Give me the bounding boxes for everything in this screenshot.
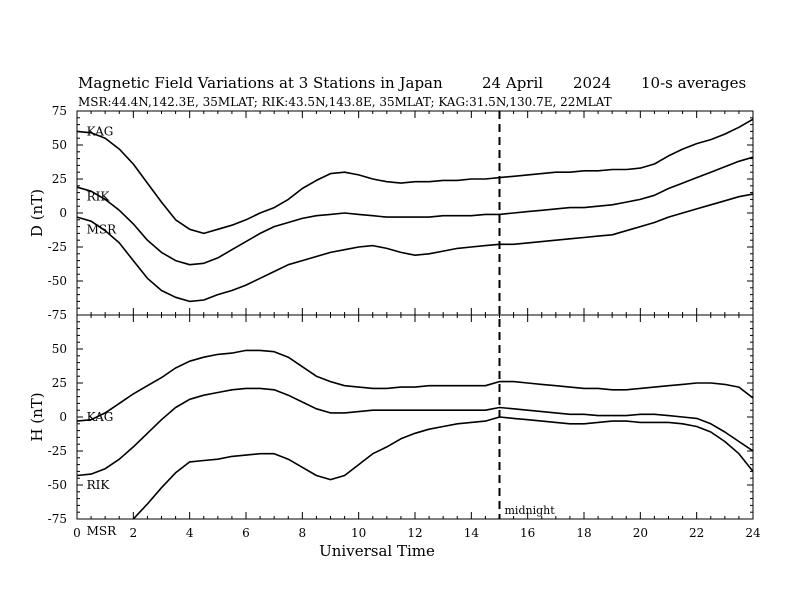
panel-d-frame bbox=[76, 110, 754, 316]
x-tick-label: 22 bbox=[689, 526, 704, 540]
series-line-rik bbox=[77, 156, 753, 266]
series-label-rik: RIK bbox=[87, 478, 111, 492]
series-label-kag: KAG bbox=[87, 124, 114, 138]
series-line-kag bbox=[77, 118, 753, 235]
y-tick-label: -25 bbox=[48, 444, 67, 458]
chart-year: 2024 bbox=[573, 74, 611, 92]
x-tick-label: 24 bbox=[745, 526, 761, 540]
series-label-kag: KAG bbox=[87, 410, 114, 424]
panel-0-series: KAG RIK MSR bbox=[77, 118, 753, 303]
x-tick-label: 8 bbox=[299, 526, 307, 540]
x-tick-label: 10 bbox=[351, 526, 366, 540]
y-tick-label: 0 bbox=[59, 206, 67, 220]
series-line-msr bbox=[131, 416, 753, 519]
y-tick-label: 50 bbox=[52, 138, 67, 152]
x-tick-label: 2 bbox=[130, 526, 138, 540]
panel-h-frame bbox=[76, 314, 754, 520]
x-tick-label: 0 bbox=[73, 526, 81, 540]
chart-subtitle: MSR:44.4N,142.3E, 35MLAT; RIK:43.5N,143.… bbox=[78, 95, 612, 109]
x-tick-label: 4 bbox=[186, 526, 194, 540]
series-label-msr: MSR bbox=[87, 524, 118, 538]
x-tick-label: 14 bbox=[464, 526, 480, 540]
series-label-rik: RIK bbox=[87, 190, 111, 204]
series-line-rik bbox=[77, 387, 753, 477]
y-tick-label: 25 bbox=[52, 172, 67, 186]
y-tick-label: 25 bbox=[52, 376, 67, 390]
y-tick-label: 0 bbox=[59, 410, 67, 424]
y-tick-label: 75 bbox=[52, 104, 67, 118]
y-tick-label: -75 bbox=[48, 308, 67, 322]
y-tick-label: -75 bbox=[48, 512, 67, 526]
y-tick-label: -50 bbox=[48, 274, 67, 288]
panel-1-series: KAG RIK MSR bbox=[77, 349, 753, 538]
x-axis-label: Universal Time bbox=[319, 542, 435, 560]
chart-date: 24 April bbox=[482, 74, 543, 92]
y-tick-label: -50 bbox=[48, 478, 67, 492]
x-tick-label: 12 bbox=[407, 526, 422, 540]
y-tick-label: 50 bbox=[52, 342, 67, 356]
panel-d-ylabel: D (nT) bbox=[28, 189, 46, 237]
x-tick-label: 20 bbox=[633, 526, 648, 540]
chart-averaging: 10-s averages bbox=[641, 74, 746, 92]
midnight-label: midnight bbox=[505, 504, 556, 517]
y-tick-label: -25 bbox=[48, 240, 67, 254]
x-tick-label: 18 bbox=[576, 526, 591, 540]
panel-h-ylabel: H (nT) bbox=[28, 392, 46, 441]
x-tick-label: 16 bbox=[520, 526, 535, 540]
series-label-msr: MSR bbox=[87, 222, 118, 236]
series-line-kag bbox=[77, 349, 753, 422]
chart-title: Magnetic Field Variations at 3 Stations … bbox=[78, 74, 443, 92]
x-tick-label: 6 bbox=[242, 526, 250, 540]
series-line-msr bbox=[77, 193, 753, 303]
